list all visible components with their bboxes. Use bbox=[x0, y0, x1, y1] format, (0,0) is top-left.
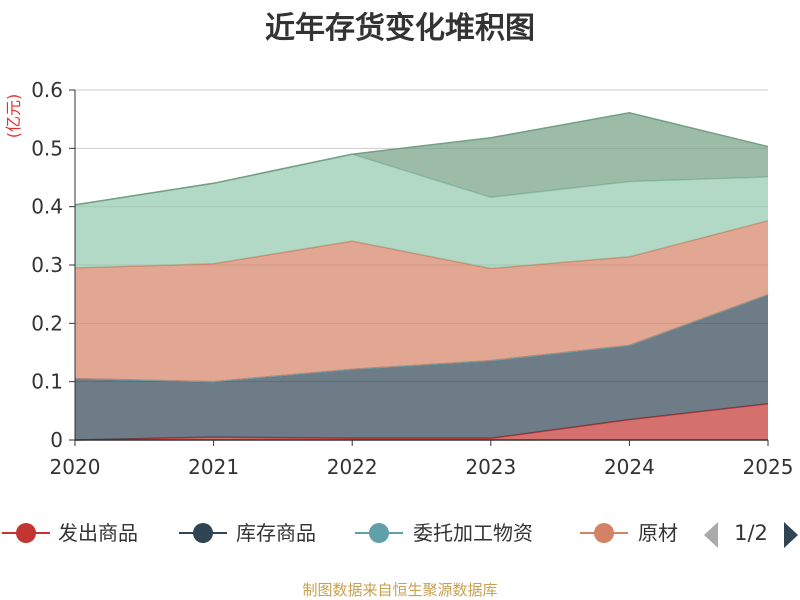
stacked-areas bbox=[74, 112, 769, 441]
y-tick-label: 0.6 bbox=[31, 78, 63, 102]
y-axis-unit-label: (亿元) bbox=[4, 94, 23, 139]
series-area-6 bbox=[75, 112, 768, 205]
chart-title: 近年存货变化堆积图 bbox=[265, 11, 535, 46]
x-tick-label: 2021 bbox=[188, 455, 239, 479]
axes: 0 0.1 0.2 0.3 0.4 0.5 0.6 2020 2021 2022 2023 2024 2… bbox=[31, 78, 793, 479]
legend-prev-arrow-icon[interactable] bbox=[704, 522, 718, 548]
legend-label-4: 原材 bbox=[638, 521, 678, 545]
legend: 发出商品 库存商品 委托加工物资 原材 1/2 bbox=[2, 521, 798, 548]
legend-marker-4 bbox=[594, 523, 614, 543]
source-note: 制图数据来自恒生聚源数据库 bbox=[302, 581, 497, 599]
legend-item-3[interactable]: 委托加工物资 bbox=[355, 521, 533, 545]
y-tick-label: 0.1 bbox=[31, 370, 63, 394]
legend-item-4[interactable]: 原材 bbox=[580, 521, 678, 545]
y-tick-label: 0 bbox=[50, 428, 63, 452]
series-line-6 bbox=[74, 112, 769, 206]
series-area-1 bbox=[75, 403, 768, 440]
legend-item-2[interactable]: 库存商品 bbox=[179, 521, 316, 545]
x-tick-label: 2023 bbox=[465, 455, 516, 479]
series-area-2 bbox=[75, 294, 768, 440]
legend-marker-2 bbox=[193, 523, 213, 543]
y-tick-label: 0.5 bbox=[31, 136, 63, 160]
y-tick-label: 0.3 bbox=[31, 253, 63, 277]
legend-item-1[interactable]: 发出商品 bbox=[2, 521, 138, 545]
legend-label-2: 库存商品 bbox=[236, 521, 316, 545]
x-tick-label: 2020 bbox=[50, 455, 101, 479]
x-tick-label: 2022 bbox=[327, 455, 378, 479]
series-area-4 bbox=[75, 220, 768, 382]
legend-label-1: 发出商品 bbox=[58, 521, 138, 545]
legend-page-indicator: 1/2 bbox=[734, 521, 768, 545]
y-tick-label: 0.4 bbox=[31, 195, 63, 219]
y-tick-label: 0.2 bbox=[31, 311, 63, 335]
x-tick-label: 2024 bbox=[604, 455, 655, 479]
x-tick-label: 2025 bbox=[743, 455, 794, 479]
legend-marker-3 bbox=[369, 523, 389, 543]
legend-label-3: 委托加工物资 bbox=[413, 521, 533, 545]
legend-marker-1 bbox=[16, 523, 36, 543]
series-area-5 bbox=[75, 154, 768, 269]
legend-next-arrow-icon[interactable] bbox=[784, 522, 798, 548]
